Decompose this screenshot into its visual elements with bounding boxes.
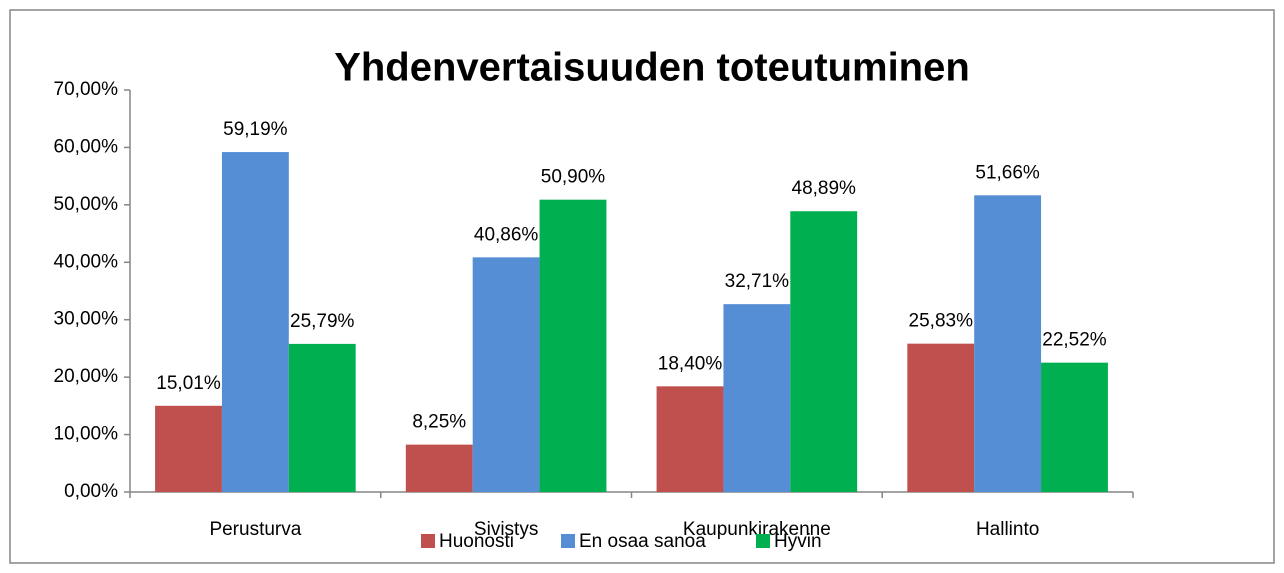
data-label: 25,83%	[909, 311, 974, 332]
data-label: 15,01%	[156, 373, 221, 394]
data-label: 48,89%	[792, 178, 857, 199]
legend-swatch	[561, 534, 575, 548]
y-tick-label: 0,00%	[64, 481, 118, 502]
data-label: 25,79%	[290, 311, 355, 332]
bar	[656, 386, 724, 492]
data-label: 18,40%	[658, 353, 723, 374]
data-label: 59,19%	[223, 119, 288, 140]
data-label: 50,90%	[541, 167, 606, 188]
bar	[539, 199, 607, 492]
x-tick-label: Perusturva	[209, 519, 301, 540]
bar	[723, 304, 791, 492]
legend-label: Hyvin	[774, 531, 822, 552]
data-label: 40,86%	[474, 224, 539, 245]
bar	[472, 257, 540, 492]
x-tick-label: Kaupunkirakenne	[683, 519, 831, 540]
bar	[155, 405, 222, 492]
y-tick-label: 50,00%	[54, 194, 119, 215]
y-tick-label: 30,00%	[54, 309, 119, 330]
data-label: 32,71%	[725, 271, 790, 292]
bar	[790, 211, 858, 492]
bar	[1041, 362, 1108, 492]
y-tick-label: 10,00%	[54, 424, 119, 445]
y-tick-label: 70,00%	[54, 79, 119, 100]
chart-title: Yhdenvertaisuuden toteutuminen	[334, 46, 970, 90]
data-label: 51,66%	[975, 162, 1040, 183]
x-tick-label: Sivistys	[474, 519, 538, 540]
legend-swatch	[756, 534, 770, 548]
bar	[974, 195, 1042, 492]
legend-swatch	[421, 534, 435, 548]
y-tick-label: 40,00%	[54, 251, 119, 272]
legend-label: En osaa sanoa	[579, 531, 706, 552]
bar	[405, 444, 473, 492]
data-label: 8,25%	[412, 412, 466, 433]
legend-label: Huonosti	[439, 531, 514, 552]
x-tick-label: Hallinto	[976, 519, 1039, 540]
bar	[288, 343, 356, 492]
y-tick-label: 20,00%	[54, 366, 119, 387]
bar	[907, 343, 975, 492]
bar	[221, 152, 289, 492]
y-tick-label: 60,00%	[54, 136, 119, 157]
data-label: 22,52%	[1042, 330, 1107, 351]
